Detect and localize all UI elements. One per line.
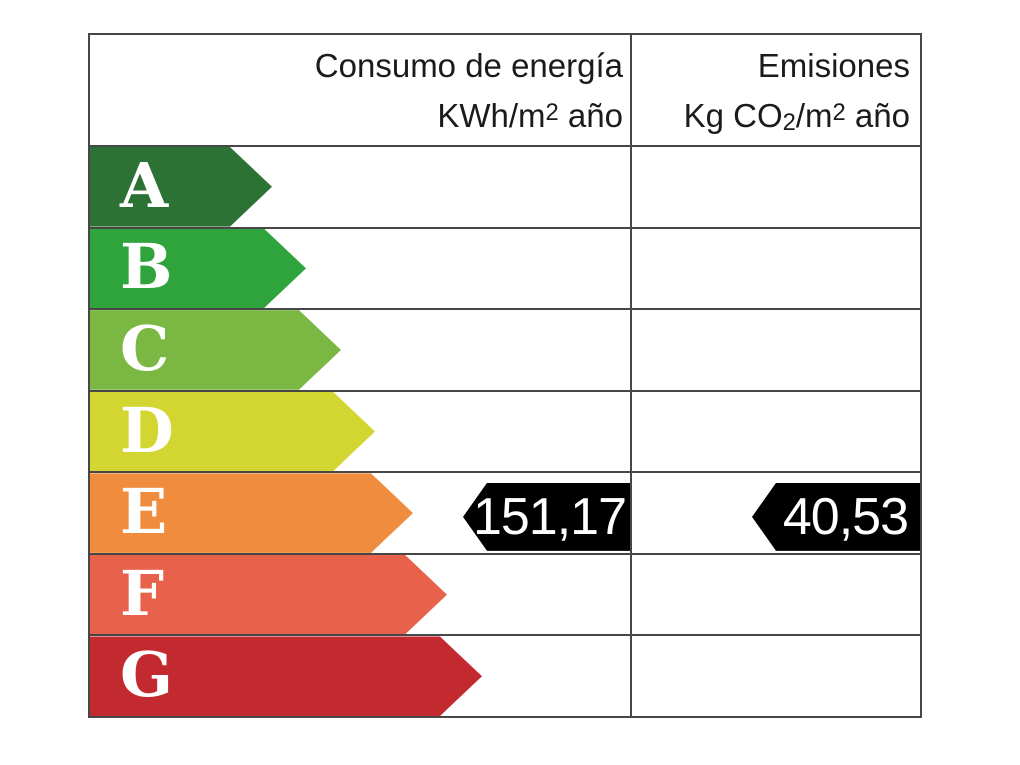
rating-row-e: E 151,17 40,53 [90,471,920,553]
rating-row-d: D [90,389,920,472]
rating-letter: G [120,638,173,712]
rating-arrow-b: B [90,229,306,309]
energy-rating-table: Consumo de energía KWh/m2 año Emisiones … [88,33,922,718]
emissions-cell-d [632,392,920,472]
consumption-header-unit: KWh/m2 año [437,97,623,135]
emissions-cell-c [632,310,920,390]
rating-arrow-a: A [90,147,272,227]
consumption-cell-g: G [90,636,632,717]
rating-row-g: G [90,634,920,717]
consumption-cell-c: C [90,310,632,390]
consumption-cell-e: E 151,17 [90,473,632,553]
rating-arrow-e: E [90,473,413,553]
rating-rows: A B C D E 151,17 40,53 F G [90,147,920,717]
emissions-cell-a [632,147,920,227]
rating-letter: E [120,474,168,548]
rating-arrow-c: C [90,310,341,390]
rating-letter: F [120,556,165,630]
rating-arrow-g: G [90,636,482,716]
rating-letter: D [120,393,174,467]
table-header: Consumo de energía KWh/m2 año Emisiones … [90,35,920,147]
rating-arrow-f: F [90,555,447,635]
superscript-2: 2 [545,99,559,126]
rating-letter: A [120,148,169,222]
rating-letter: C [120,311,170,385]
emissions-cell-b [632,229,920,309]
consumption-cell-f: F [90,554,632,635]
rating-row-c: C [90,308,920,390]
consumption-column-header: Consumo de energía KWh/m2 año [90,35,632,145]
emissions-header-unit: Kg CO2/m2 año [683,97,910,136]
emissions-cell-f [632,555,920,635]
subscript-2: 2 [782,108,796,136]
emissions-cell-g [632,636,920,716]
emissions-value-marker: 40,53 [752,482,920,551]
superscript-2: 2 [832,99,846,126]
rating-arrow-d: D [90,392,375,472]
emissions-cell-e: 40,53 [632,473,920,553]
rating-letter: B [120,230,173,304]
rating-row-f: F [90,552,920,635]
rating-row-a: A [90,147,920,227]
consumption-cell-d: D [90,391,632,472]
consumption-cell-b: B [90,228,632,309]
consumption-value-marker: 151,17 [463,482,630,551]
rating-row-b: B [90,226,920,309]
emissions-header-title: Emisiones [757,47,910,84]
consumption-header-title: Consumo de energía [314,47,623,84]
consumption-cell-a: A [90,147,632,227]
emissions-column-header: Emisiones Kg CO2/m2 año [632,35,920,145]
